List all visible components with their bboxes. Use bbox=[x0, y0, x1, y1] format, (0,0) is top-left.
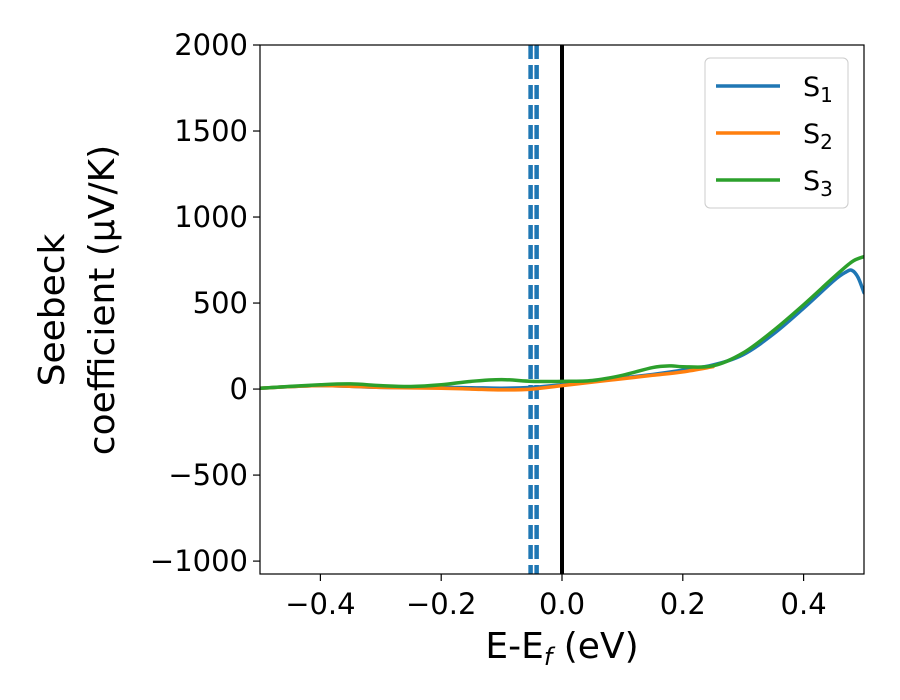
y-tick-label: −500 bbox=[168, 458, 248, 492]
x-tick-label: −0.4 bbox=[285, 587, 355, 621]
y-tick-label: 1500 bbox=[174, 114, 248, 148]
x-tick-label: −0.2 bbox=[406, 587, 476, 621]
legend-label-s2: S2 bbox=[803, 119, 833, 154]
y-axis-label: Seebeck coefficient (μV/K) bbox=[32, 145, 123, 455]
legend-label-s1: S1 bbox=[803, 72, 833, 107]
series-line-s3 bbox=[260, 254, 864, 390]
x-axis-label: E-Ef (eV) bbox=[485, 626, 638, 671]
y-axis-label-line2: coefficient (μV/K) bbox=[82, 145, 123, 455]
x-axis-ticks: −0.4 −0.2 0.0 0.2 0.4 bbox=[285, 574, 827, 621]
y-axis-ticks: −1000 −500 0 500 1000 1500 2000 bbox=[150, 28, 260, 578]
vertical-lines bbox=[528, 45, 564, 574]
y-axis-label-line1: Seebeck bbox=[32, 233, 73, 386]
y-tick-label: 0 bbox=[230, 372, 248, 406]
x-tick-label: 0.2 bbox=[660, 587, 706, 621]
y-tick-label: 1000 bbox=[174, 200, 248, 234]
x-tick-label: 0.0 bbox=[539, 587, 585, 621]
y-tick-label: 500 bbox=[193, 286, 248, 320]
legend-label-s3: S3 bbox=[803, 166, 833, 201]
y-tick-label: 2000 bbox=[174, 28, 248, 62]
x-tick-label: 0.4 bbox=[781, 587, 827, 621]
y-tick-label: −1000 bbox=[150, 544, 248, 578]
legend: S1 S2 S3 bbox=[704, 57, 849, 209]
series-lines bbox=[260, 254, 864, 392]
